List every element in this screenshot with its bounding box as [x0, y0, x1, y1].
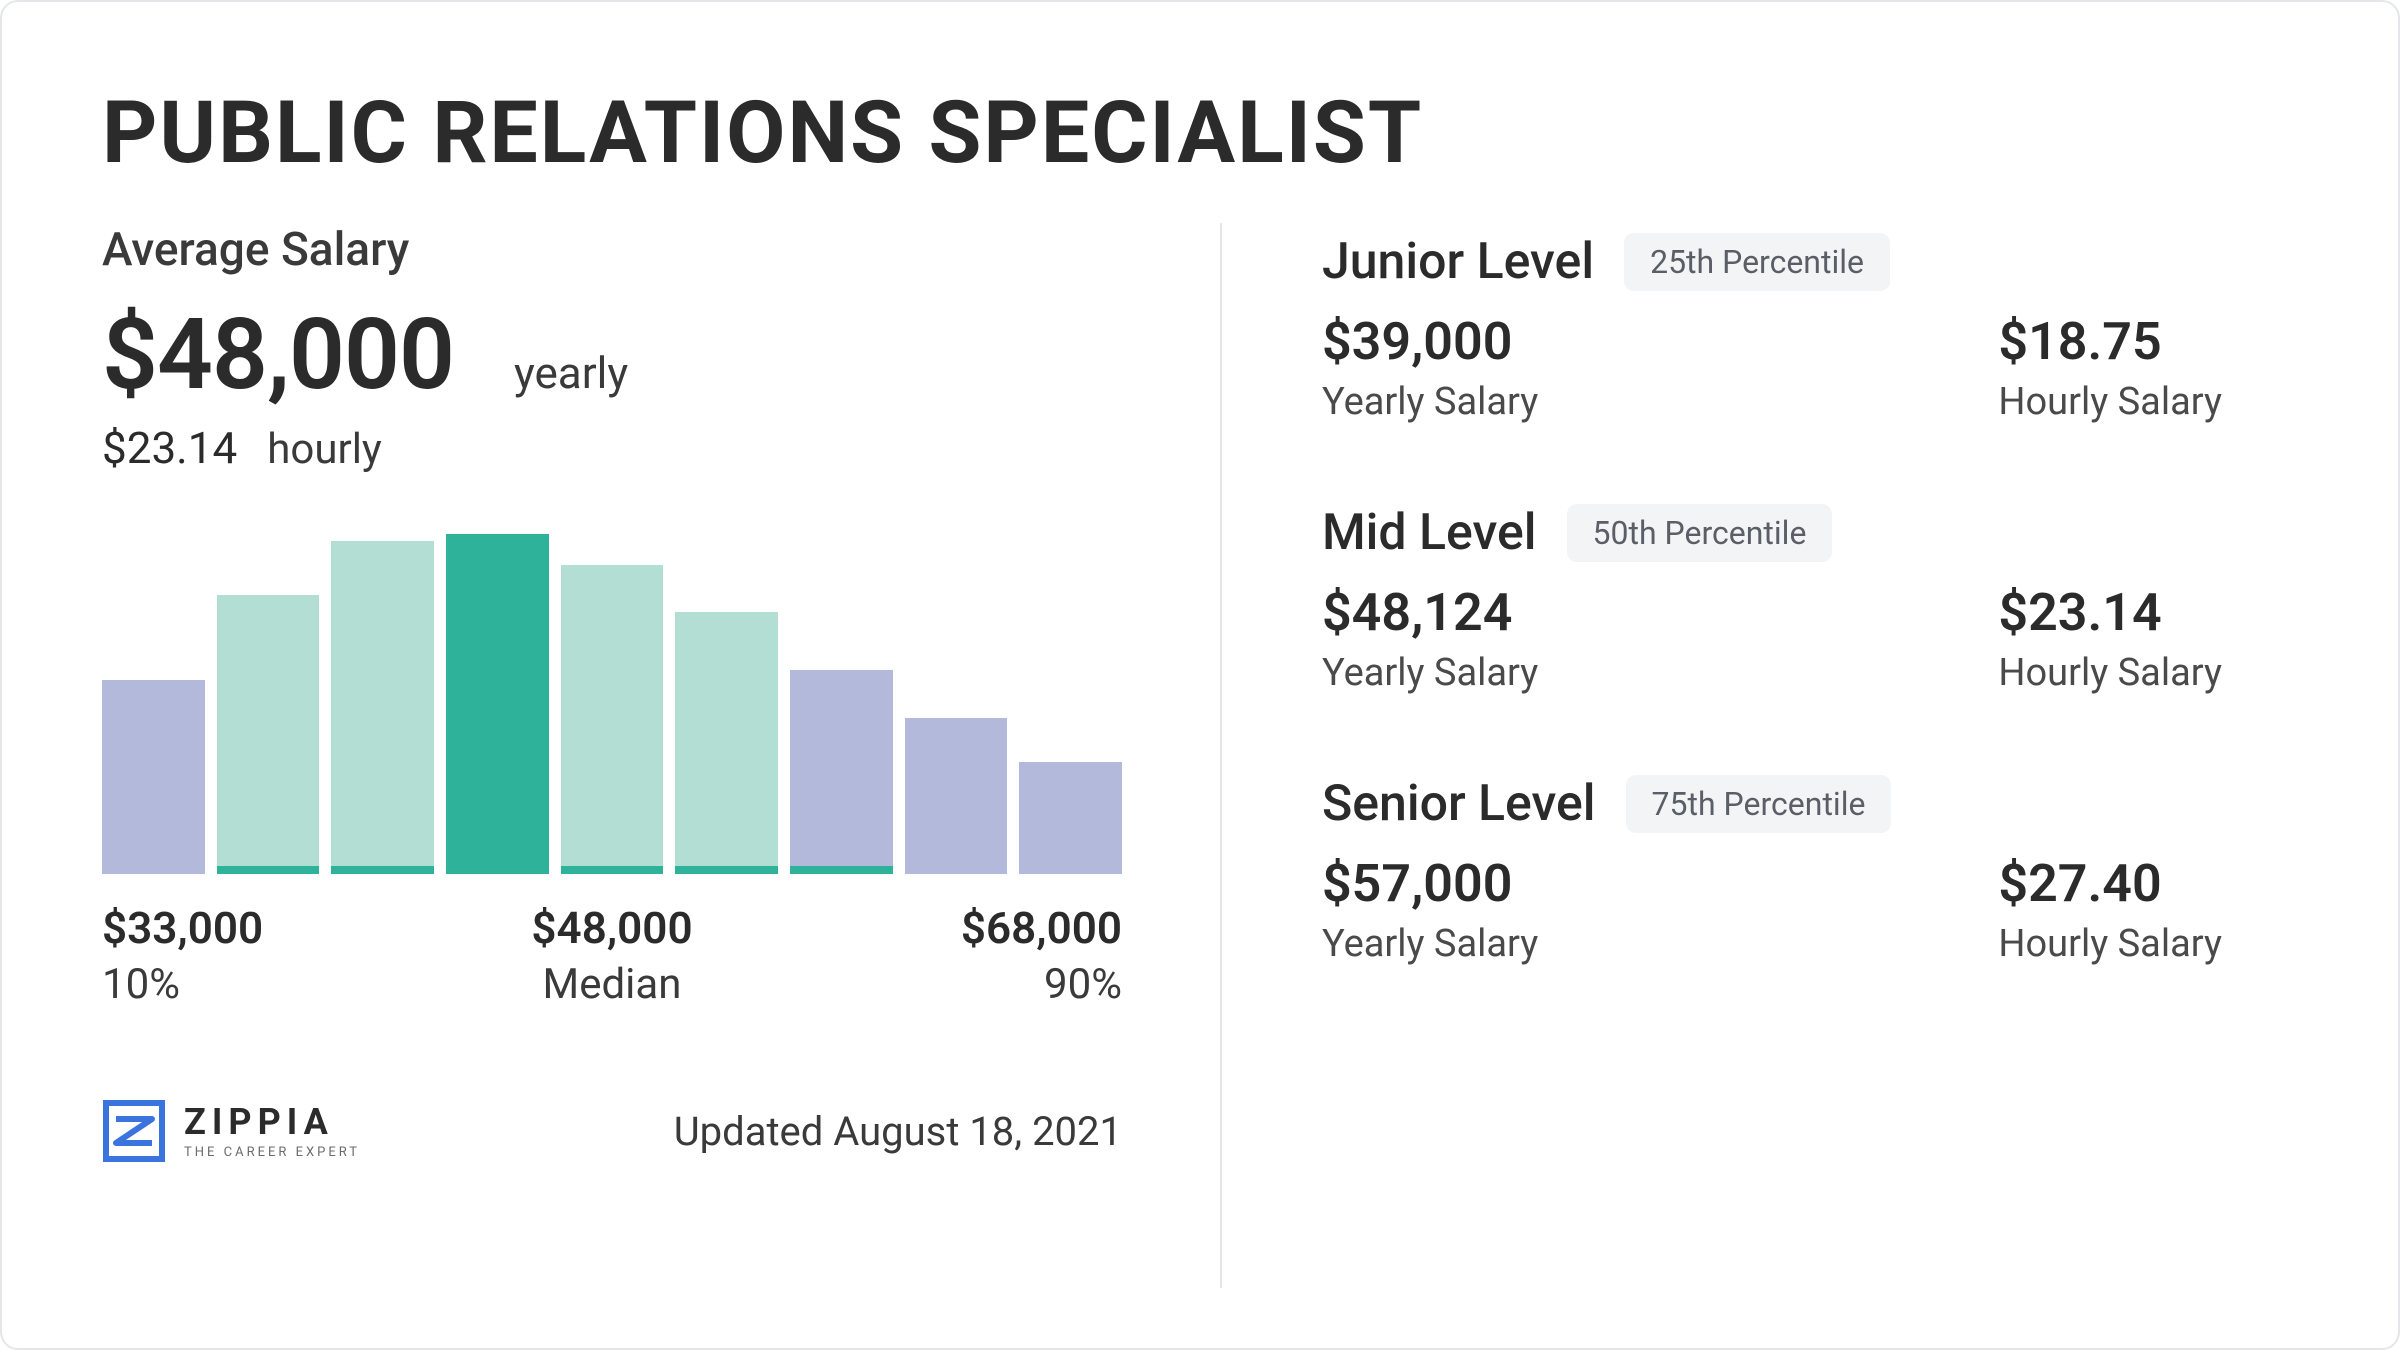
axis-right-label: 90%: [1044, 960, 1122, 1009]
chart-axis: $33,000 10% $48,000 Median $68,000 90%: [102, 902, 1122, 1009]
bar-8: [1019, 762, 1122, 874]
page-title: PUBLIC RELATIONS SPECIALIST: [102, 82, 2298, 183]
zippia-logo: ZIPPIA THE CAREER EXPERT: [102, 1099, 360, 1163]
average-hourly-value: $23.14: [102, 422, 237, 474]
axis-right-value: $68,000: [961, 902, 1122, 954]
hourly-block: $23.14 Hourly Salary: [1998, 582, 2222, 695]
yearly-block: $57,000 Yearly Salary: [1322, 853, 1538, 966]
level-head: Mid Level 50th Percentile: [1322, 504, 2298, 562]
yearly-label: Yearly Salary: [1322, 651, 1538, 695]
salary-card: PUBLIC RELATIONS SPECIALIST Average Sala…: [0, 0, 2400, 1350]
level-title: Mid Level: [1322, 504, 1537, 562]
salary-distribution-chart: $33,000 10% $48,000 Median $68,000 90%: [102, 534, 1160, 1009]
axis-left: $33,000 10%: [102, 902, 263, 1009]
yearly-label: Yearly Salary: [1322, 380, 1538, 424]
percentile-badge: 50th Percentile: [1567, 504, 1833, 562]
average-hourly-row: $23.14 hourly: [102, 422, 1160, 474]
level-title: Senior Level: [1322, 775, 1596, 833]
average-hourly-unit: hourly: [267, 425, 382, 474]
logo-tagline: THE CAREER EXPERT: [184, 1146, 360, 1159]
average-yearly-row: $48,000 yearly: [102, 297, 1160, 412]
level-title: Junior Level: [1322, 233, 1594, 291]
bar-0: [102, 680, 205, 874]
bar-4: [561, 565, 664, 874]
axis-left-value: $33,000: [102, 902, 263, 954]
hourly-block: $18.75 Hourly Salary: [1998, 311, 2222, 424]
hourly-amount: $23.14: [1998, 582, 2222, 643]
axis-mid-label: Median: [543, 960, 682, 1009]
hourly-amount: $18.75: [1998, 311, 2222, 372]
level-head: Junior Level 25th Percentile: [1322, 233, 2298, 291]
level-0: Junior Level 25th Percentile $39,000 Yearly…: [1322, 233, 2298, 424]
bar-fill-8: [1019, 762, 1122, 874]
yearly-amount: $48,124: [1322, 582, 1538, 643]
percentile-badge: 75th Percentile: [1626, 775, 1892, 833]
bar-fill-5: [675, 612, 778, 874]
level-2: Senior Level 75th Percentile $57,000 Yearly…: [1322, 775, 2298, 966]
yearly-block: $48,124 Yearly Salary: [1322, 582, 1538, 695]
card-body: Average Salary $48,000 yearly $23.14 hou…: [102, 223, 2298, 1288]
bar-1: [217, 595, 320, 874]
hourly-label: Hourly Salary: [1998, 922, 2222, 966]
level-values: $48,124 Yearly Salary $23.14 Hourly Salary: [1322, 582, 2222, 695]
zippia-logo-icon: [102, 1099, 166, 1163]
left-panel: Average Salary $48,000 yearly $23.14 hou…: [102, 223, 1222, 1288]
updated-date: Updated August 18, 2021: [674, 1108, 1122, 1155]
axis-mid-value: $48,000: [531, 902, 692, 954]
average-salary-label: Average Salary: [102, 223, 1160, 277]
left-footer: ZIPPIA THE CAREER EXPERT Updated August …: [102, 1099, 1122, 1163]
bar-5: [675, 612, 778, 874]
logo-name: ZIPPIA: [184, 1104, 360, 1140]
zippia-logo-text: ZIPPIA THE CAREER EXPERT: [184, 1104, 360, 1159]
bar-fill-7: [905, 718, 1008, 874]
average-yearly-value: $48,000: [102, 297, 454, 412]
hourly-label: Hourly Salary: [1998, 380, 2222, 424]
yearly-block: $39,000 Yearly Salary: [1322, 311, 1538, 424]
bar-3: [446, 534, 549, 874]
hourly-block: $27.40 Hourly Salary: [1998, 853, 2222, 966]
hourly-label: Hourly Salary: [1998, 651, 2222, 695]
bar-fill-6: [790, 670, 893, 874]
bar-chart: [102, 534, 1122, 874]
bar-6: [790, 670, 893, 874]
yearly-amount: $39,000: [1322, 311, 1538, 372]
bar-2: [331, 541, 434, 874]
level-1: Mid Level 50th Percentile $48,124 Yearly Sa…: [1322, 504, 2298, 695]
level-values: $39,000 Yearly Salary $18.75 Hourly Salary: [1322, 311, 2222, 424]
axis-left-label: 10%: [102, 960, 180, 1009]
axis-right: $68,000 90%: [961, 902, 1122, 1009]
yearly-amount: $57,000: [1322, 853, 1538, 914]
bar-7: [905, 718, 1008, 874]
bar-fill-2: [331, 541, 434, 874]
axis-mid: $48,000 Median: [531, 902, 692, 1009]
bar-fill-4: [561, 565, 664, 874]
levels-panel: Junior Level 25th Percentile $39,000 Yearly…: [1222, 223, 2298, 1288]
bar-fill-0: [102, 680, 205, 874]
bar-fill-1: [217, 595, 320, 874]
level-head: Senior Level 75th Percentile: [1322, 775, 2298, 833]
bar-fill-3: [446, 534, 549, 874]
yearly-label: Yearly Salary: [1322, 922, 1538, 966]
hourly-amount: $27.40: [1998, 853, 2222, 914]
percentile-badge: 25th Percentile: [1624, 233, 1890, 291]
average-yearly-unit: yearly: [514, 347, 628, 399]
level-values: $57,000 Yearly Salary $27.40 Hourly Salary: [1322, 853, 2222, 966]
